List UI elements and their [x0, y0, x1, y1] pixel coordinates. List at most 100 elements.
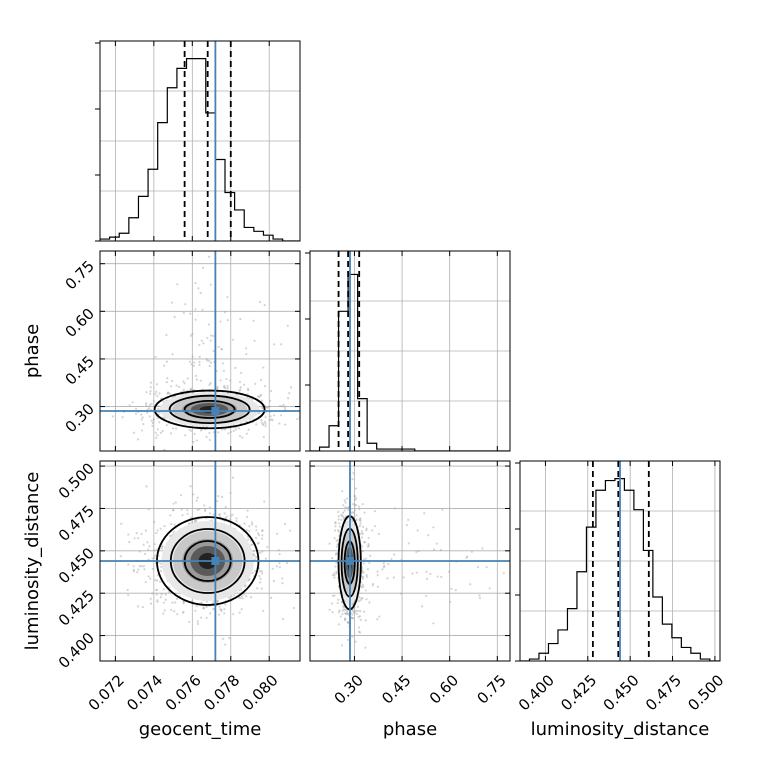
sample-point	[232, 593, 236, 597]
sample-point	[215, 601, 219, 604]
sample-point	[245, 432, 248, 435]
sample-point	[165, 360, 169, 363]
density-panel-phase-luminosity_distance	[309, 460, 511, 662]
sample-point	[354, 487, 358, 490]
sample-point	[175, 384, 178, 387]
sample-point	[155, 383, 159, 386]
sample-point	[160, 593, 163, 596]
sample-point	[415, 571, 418, 574]
sample-point	[346, 621, 350, 624]
sample-point	[152, 400, 156, 403]
sample-point	[481, 547, 484, 550]
sample-point	[353, 515, 356, 519]
sample-point	[355, 609, 358, 612]
sample-point	[168, 392, 172, 395]
sample-point	[335, 545, 339, 548]
sample-point	[219, 379, 222, 382]
hist-step-phase	[310, 273, 510, 451]
sample-point	[340, 601, 344, 604]
sample-point	[242, 593, 245, 596]
sample-point	[407, 518, 410, 521]
sample-point	[273, 343, 276, 346]
sample-point	[190, 521, 193, 524]
sample-point	[277, 548, 280, 552]
sample-point	[148, 545, 151, 548]
sample-point	[257, 533, 261, 537]
hist-panel-geocent_time	[95, 40, 301, 242]
panel-frame	[99, 250, 301, 452]
sample-point	[146, 541, 149, 544]
sample-point	[208, 431, 211, 435]
sample-point	[429, 572, 432, 576]
tick-label-x-geocent_time: 0.074	[123, 671, 166, 714]
sample-point	[190, 429, 193, 432]
sample-point	[238, 435, 242, 438]
tick-label-x-luminosity_distance: 0.425	[557, 671, 600, 714]
sample-point	[151, 592, 154, 595]
sample-point	[360, 530, 363, 533]
sample-point	[241, 597, 244, 600]
sample-point	[154, 431, 158, 434]
sample-point	[208, 506, 212, 509]
sample-point	[362, 562, 365, 565]
sample-point	[194, 374, 198, 378]
sample-point	[357, 630, 361, 633]
sample-point	[264, 557, 267, 560]
sample-point	[502, 572, 505, 575]
sample-point	[340, 514, 344, 517]
sample-point	[275, 565, 278, 568]
sample-point	[229, 491, 232, 495]
sample-point	[136, 605, 140, 608]
sample-point	[198, 360, 201, 364]
sample-point	[162, 601, 166, 604]
sample-point	[161, 429, 164, 433]
sample-point	[243, 383, 246, 386]
sample-point	[140, 429, 144, 432]
tick-label-x-geocent_time: 0.072	[85, 671, 128, 714]
sample-point	[165, 424, 168, 427]
sample-point	[198, 508, 201, 511]
sample-point	[192, 493, 195, 496]
sample-point	[195, 378, 198, 381]
sample-point	[270, 418, 273, 421]
density-contour	[168, 394, 251, 425]
sample-point	[280, 343, 283, 346]
sample-point	[335, 561, 338, 564]
sample-point	[141, 416, 144, 419]
sample-point	[144, 552, 147, 556]
sample-point	[153, 554, 157, 557]
sample-point	[245, 528, 248, 531]
sample-point	[247, 388, 250, 392]
sample-point	[184, 303, 187, 306]
sample-point	[161, 545, 164, 548]
sample-point	[432, 548, 436, 551]
sample-point	[186, 509, 189, 512]
sample-point	[440, 575, 443, 579]
sample-point	[195, 605, 198, 608]
sample-point	[261, 529, 264, 532]
sample-point	[142, 543, 145, 546]
sample-point	[374, 525, 377, 528]
sample-point	[399, 592, 402, 595]
sample-point	[207, 255, 211, 258]
sample-point	[154, 392, 157, 396]
sample-point	[357, 609, 360, 613]
sample-point	[259, 577, 262, 580]
sample-point	[138, 564, 141, 568]
sample-point	[337, 510, 340, 514]
sample-point	[366, 568, 370, 571]
tick-label-y-phase: 0.30	[62, 400, 98, 436]
sample-point	[341, 612, 344, 616]
sample-point	[227, 596, 230, 599]
truth-marker	[211, 407, 220, 415]
sample-point	[251, 523, 254, 526]
sample-point	[140, 565, 143, 568]
truth-marker	[346, 557, 354, 565]
sample-point	[334, 565, 337, 568]
sample-point	[341, 511, 345, 514]
sample-point	[361, 525, 365, 528]
sample-point	[368, 561, 371, 564]
sample-point	[134, 407, 138, 410]
sample-point	[234, 366, 237, 369]
sample-point	[160, 547, 164, 550]
